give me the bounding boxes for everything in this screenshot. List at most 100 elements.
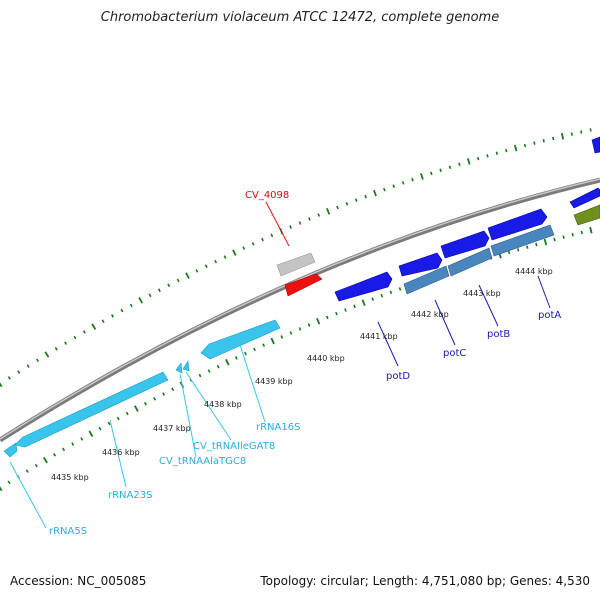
label-potd[interactable]: potD (386, 371, 410, 382)
outer-tick (138, 297, 143, 304)
outer-tick (298, 221, 302, 225)
cv4098-feature[interactable] (284, 273, 323, 297)
potd-feature[interactable] (334, 271, 393, 302)
outer-tick (542, 139, 545, 143)
kbp-label-4444: 4444 kbp (515, 267, 553, 276)
potc-forward-feature[interactable] (398, 252, 443, 277)
inner-tick (589, 226, 593, 234)
inner-tick (571, 233, 574, 237)
leader-line-pota (537, 275, 551, 309)
inner-tick (289, 331, 293, 335)
inner-tick (325, 315, 329, 320)
inner-tick (244, 351, 247, 356)
outer-tick (439, 168, 442, 173)
label-pota[interactable]: potA (538, 310, 561, 321)
kbp-label-4437: 4437 kbp (153, 424, 191, 433)
leader-line-cv4098 (265, 201, 290, 247)
outer-tick (560, 132, 565, 140)
leader-line-potb (478, 284, 499, 327)
right-edge-feature-blue-2[interactable] (569, 187, 600, 209)
potb-feature[interactable] (447, 247, 493, 277)
leader-line-rrna16s (239, 344, 266, 423)
inner-tick (526, 245, 529, 249)
rrna23s-feature[interactable] (14, 371, 169, 448)
label-rrna16s[interactable]: rRNA16S (256, 422, 300, 433)
rrna16s-feature[interactable] (200, 319, 281, 360)
outer-tick (26, 364, 30, 368)
inner-tick (134, 405, 139, 412)
outer-tick (533, 141, 536, 145)
right-edge-feature-olive[interactable] (573, 204, 600, 226)
inner-tick (98, 426, 102, 431)
trna-ile-feature[interactable] (182, 360, 190, 372)
inner-tick (7, 480, 11, 485)
inner-tick (580, 230, 583, 235)
inner-tick (53, 452, 57, 457)
inner-tick (389, 290, 393, 295)
kbp-label-4435: 4435 kbp (51, 473, 89, 482)
inner-tick (88, 430, 94, 437)
pota-forward-feature[interactable] (487, 208, 548, 241)
kbp-label-4442: 4442 kbp (411, 310, 449, 319)
label-trna-ala[interactable]: CV_tRNAAlaTGC8 (159, 456, 246, 467)
inner-tick (198, 373, 202, 378)
outer-tick (308, 217, 311, 221)
label-potc[interactable]: potC (443, 348, 466, 359)
inner-tick (562, 235, 565, 239)
outer-tick (373, 189, 377, 197)
outer-tick (232, 249, 237, 256)
outer-tick (345, 202, 349, 206)
outer-tick (458, 162, 461, 167)
potb-forward-feature[interactable] (440, 230, 490, 259)
inner-tick (316, 317, 321, 325)
label-potb[interactable]: potB (487, 329, 510, 340)
outer-tick (242, 246, 246, 250)
outer-tick (261, 237, 264, 242)
inner-tick (207, 369, 211, 373)
label-rrna5s[interactable]: rRNA5S (49, 526, 87, 537)
outer-tick (476, 156, 480, 161)
kbp-label-4438: 4438 kbp (204, 400, 242, 409)
outer-tick (17, 370, 21, 374)
inner-tick (71, 442, 75, 446)
potc-feature[interactable] (403, 265, 450, 295)
genome-backbone (0, 177, 600, 443)
leader-line-potd (377, 321, 399, 367)
inner-tick (107, 421, 111, 426)
inner-tick (380, 293, 384, 298)
inner-tick (361, 299, 366, 307)
outer-tick (336, 205, 339, 210)
outer-tick (120, 308, 124, 313)
outer-tick-track (0, 128, 592, 388)
cv4098-pseudo-feature[interactable] (276, 252, 316, 277)
outer-tick (383, 187, 386, 192)
label-trna-ile[interactable]: CV_tRNAIleGAT8 (193, 441, 275, 452)
inner-tick (216, 364, 220, 369)
trna-ala-feature[interactable] (175, 362, 183, 374)
kbp-label-4439: 4439 kbp (255, 377, 293, 386)
outer-tick (251, 242, 255, 246)
rrna5s-feature[interactable] (3, 442, 18, 458)
outer-tick (44, 351, 50, 358)
inner-tick (80, 437, 84, 441)
inner-tick (335, 311, 338, 316)
pota-feature[interactable] (490, 224, 555, 257)
outer-tick (505, 148, 508, 153)
genome-backbone-highlight (0, 178, 600, 440)
kbp-label-4441: 4441 kbp (360, 332, 398, 341)
outer-tick (354, 198, 358, 202)
label-rrna23s[interactable]: rRNA23S (108, 490, 152, 501)
accession-text: Accession: NC_005085 (10, 574, 147, 588)
outer-tick (157, 288, 161, 293)
outer-tick (486, 154, 489, 158)
inner-tick (162, 392, 166, 396)
outer-tick (466, 158, 471, 165)
inner-tick (507, 250, 511, 255)
outer-tick (401, 181, 405, 185)
inner-tick (270, 337, 275, 345)
outer-tick (204, 264, 208, 269)
right-edge-feature-blue[interactable] (591, 136, 600, 154)
label-cv4098[interactable]: CV_4098 (245, 190, 289, 201)
inner-tick (125, 411, 129, 416)
